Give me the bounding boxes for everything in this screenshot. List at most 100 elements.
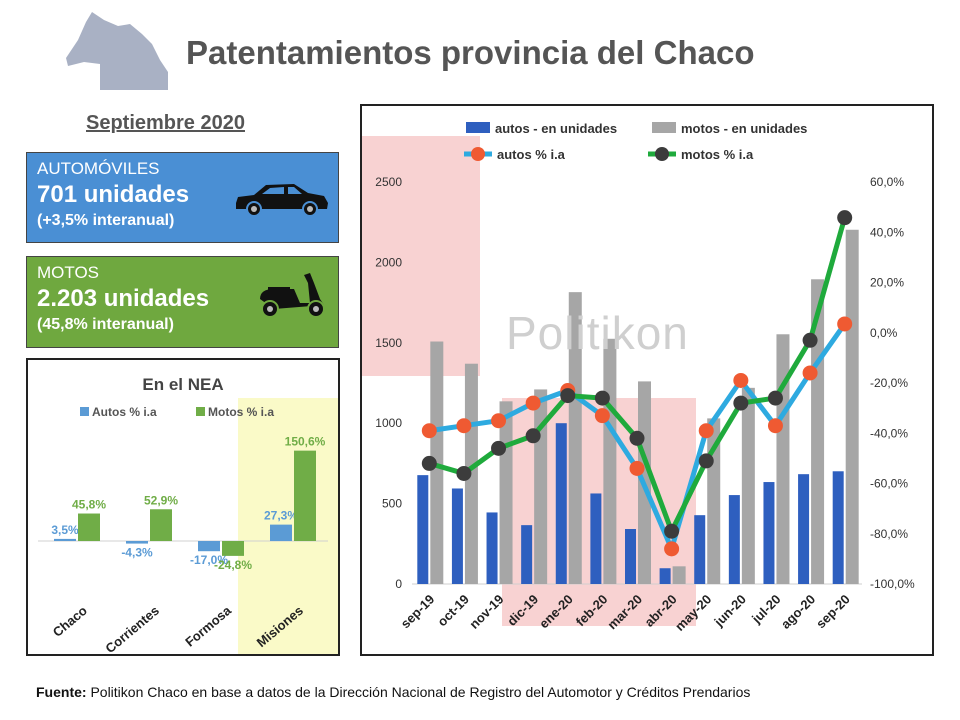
motos-card-value: 2.203 unidades [37,285,210,312]
nea-data-label: -4,3% [121,546,153,560]
nea-legend-autos: Autos % i.a [92,405,157,419]
legend-autos-pct-marker [471,147,485,161]
motos-bar [430,341,444,584]
x-axis-label: jun-20 [711,592,749,630]
motos-pct-point [456,465,472,481]
motos-bar [568,292,582,584]
motos-card-change: (45,8% interanual) [37,316,174,333]
motos-bar [464,363,478,584]
nea-bar-autos [54,538,76,541]
autos-bar [659,568,671,584]
motos-pct-point [837,210,853,226]
nea-data-label: -24,8% [214,558,252,572]
page-title: Patentamientos provincia del Chaco [186,34,755,71]
right-axis-tick: -60,0% [870,477,908,491]
motos-bar [603,338,617,584]
motos-pct-point [594,390,610,406]
car-icon [236,184,328,217]
autos-bar [832,471,844,584]
autos-pct-point [664,541,680,557]
autos-bar [555,423,567,584]
autos-pct-point [421,423,437,439]
left-axis-tick: 2000 [375,255,402,269]
nea-legend-autos-swatch [80,407,89,416]
nea-bar-motos [78,513,100,541]
autos-pct-point [594,408,610,424]
motos-bar [776,334,790,584]
autos-pct-point [491,413,507,429]
autos-bar [521,525,533,584]
nea-data-label: -17,0% [190,553,228,567]
autos-bar [417,475,429,584]
nea-category-label: Chaco [50,603,90,640]
nea-chart: En el NEA Autos % i.a Motos % i.a 3,5% 45… [38,375,338,654]
nea-data-label: 3,5% [51,523,79,537]
autos-pct-point [456,418,472,434]
left-axis-tick: 1500 [375,336,402,350]
nea-category-label: Formosa [182,602,234,649]
x-axis-label: sep-19 [398,592,438,632]
x-axis-label: nov-19 [466,592,506,632]
period-label: Septiembre 2020 [86,112,245,134]
motos-pct-point [629,430,645,446]
autos-bar [694,515,706,584]
autos-pct-point [802,365,818,381]
motos-pct-point [421,455,437,471]
right-axis-tick: -20,0% [870,376,908,390]
right-axis-tick: -40,0% [870,426,908,440]
motos-pct-point [664,523,680,539]
legend-motos-units-swatch [652,122,676,133]
autos-bar [798,474,810,584]
right-axis-tick: 60,0% [870,175,904,189]
x-axis-label: oct-19 [434,592,472,630]
right-axis-tick: 0,0% [870,326,898,340]
legend-motos-units: motos - en unidades [681,121,807,136]
autos-pct-point [698,423,714,439]
motos-pct-point [560,388,576,404]
legend-autos-pct: autos % i.a [497,147,566,162]
main-chart-panel: autos - en unidades motos - en unidades au… [360,104,934,656]
monthly-chart: autos - en unidades motos - en unidades au… [362,121,915,634]
motos-card-label: MOTOS [37,263,100,282]
autos-bar [451,488,463,584]
right-axis-tick: 40,0% [870,225,904,239]
nea-bar-autos [198,541,220,552]
autos-card-value: 701 unidades [37,181,190,208]
autos-pct-point [837,316,853,332]
x-axis-label: ago-20 [778,592,818,632]
autos-card-label: AUTOMÓVILES [37,159,160,178]
nea-bar-motos [222,541,244,556]
motos-pct-point [525,428,541,444]
nea-bar-motos [150,509,172,541]
nea-data-label: 27,3% [264,509,298,523]
nea-chart-panel: En el NEA Autos % i.a Motos % i.a 3,5% 45… [26,358,340,656]
nea-bar-autos [126,541,148,544]
right-axis-tick: 20,0% [870,276,904,290]
autos-pct-point [525,395,541,411]
nea-category-label: Corrientes [102,603,161,654]
motos-bar [741,387,755,584]
motos-bar [499,401,513,584]
legend-motos-pct-marker [655,147,669,161]
nea-legend-motos: Motos % i.a [208,405,274,419]
autos-bar [625,529,636,584]
scooter-icon [260,273,325,318]
autos-card-change: (+3,5% interanual) [37,212,175,229]
right-axis-tick: -80,0% [870,527,908,541]
left-axis-tick: 500 [382,497,402,511]
politikon-watermark: Politikon [506,307,689,359]
nea-legend-motos-swatch [196,407,205,416]
motos-pct-point [733,395,749,411]
autos-pct-point [629,460,645,476]
motos-pct-point [491,440,507,456]
motos-bar [672,566,686,584]
autos-bar [486,512,498,584]
legend-autos-units-swatch [466,122,490,133]
autos-pct-point [733,372,749,388]
motos-pct-point [767,390,783,406]
autos-bar [728,495,740,584]
motos-pct-point [802,332,818,348]
autos-pct-point [767,418,783,434]
source-note: Fuente: Politikon Chaco en base a datos … [36,684,750,700]
legend-motos-pct: motos % i.a [681,147,754,162]
